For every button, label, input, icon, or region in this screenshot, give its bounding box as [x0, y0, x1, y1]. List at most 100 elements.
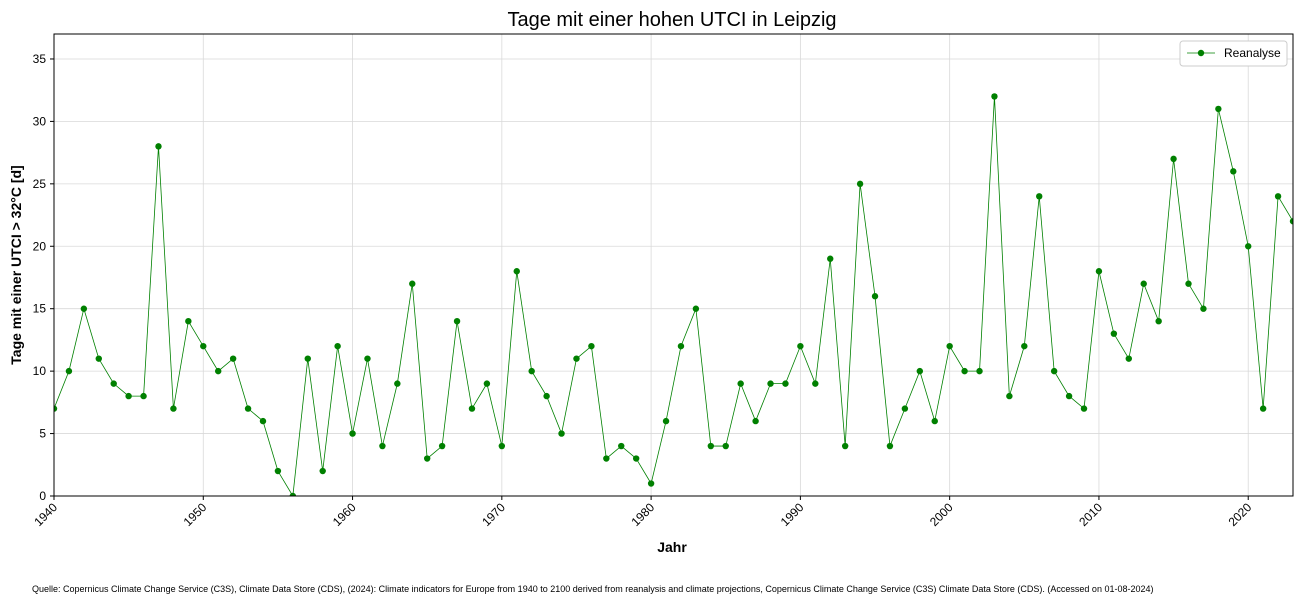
x-tick-label: 1980: [628, 500, 657, 529]
y-tick-label: 0: [39, 489, 46, 503]
y-tick-label: 20: [33, 239, 47, 253]
data-point: [409, 280, 416, 287]
data-point: [722, 442, 729, 450]
data-point: [1259, 405, 1267, 412]
data-point: [453, 317, 461, 325]
data-point: [1140, 280, 1147, 287]
legend-frame: [1179, 40, 1288, 67]
x-tick-label: 1940: [31, 500, 60, 529]
data-point: [812, 380, 819, 387]
data-point: [841, 442, 849, 450]
data-point: [827, 255, 834, 262]
data-point: [1245, 243, 1252, 250]
x-tick-label: 1950: [181, 500, 210, 529]
grid-lines: [54, 34, 1293, 496]
data-point: [125, 392, 132, 400]
data-point: [737, 380, 744, 387]
y-axis-label: Tage mit einer UTCI > 32°C [d]: [8, 165, 24, 364]
x-tick-label: 2000: [927, 500, 956, 529]
series-layer: [54, 93, 1293, 496]
data-point: [558, 430, 565, 437]
data-point: [797, 342, 804, 350]
data-point: [573, 355, 580, 362]
data-point: [438, 442, 446, 450]
data-point: [856, 180, 864, 188]
data-point: [543, 392, 550, 400]
data-point: [916, 367, 924, 375]
data-point: [394, 380, 401, 387]
data-point: [304, 355, 311, 362]
data-point: [1230, 168, 1237, 175]
data-point: [931, 417, 938, 425]
data-point: [1215, 105, 1222, 113]
data-point: [961, 367, 968, 375]
data-point: [274, 467, 282, 475]
data-point: [513, 268, 520, 275]
data-point: [707, 442, 715, 450]
data-point: [65, 367, 73, 375]
data-point: [364, 355, 371, 362]
data-point: [1170, 155, 1177, 163]
y-tick-label: 15: [33, 302, 47, 316]
axis-ticks: 0 5 10 15 20 25 30 35 1940 1950 1960 1970 1980 1990 20…: [31, 52, 1254, 529]
data-point: [379, 442, 386, 450]
plot-frame: [53, 33, 1294, 497]
data-point: [1125, 355, 1132, 362]
data-point: [528, 367, 535, 375]
data-point: [1080, 405, 1088, 412]
data-point: [991, 93, 998, 100]
chart-title: Tage mit einer hohen UTCI in Leipzig: [507, 9, 836, 31]
data-point: [752, 417, 759, 425]
series-line-reanalyse: [54, 96, 1293, 496]
data-point: [140, 392, 147, 400]
legend: Reanalyse: [1179, 40, 1288, 67]
data-point: [782, 380, 789, 387]
data-point: [1050, 367, 1058, 375]
x-tick-label: 2010: [1076, 500, 1105, 529]
data-point: [334, 342, 341, 350]
data-point: [80, 305, 88, 312]
data-point: [423, 455, 431, 462]
data-point: [1006, 392, 1013, 400]
data-point: [618, 442, 625, 450]
data-point: [692, 305, 700, 312]
y-tick-label: 10: [33, 364, 47, 378]
data-point: [215, 367, 222, 375]
x-tick-label: 2020: [1226, 500, 1255, 529]
data-point: [349, 430, 356, 437]
data-point: [1289, 218, 1293, 225]
data-point: [1155, 317, 1162, 325]
data-point: [588, 342, 595, 350]
data-point: [289, 492, 297, 496]
data-point: [483, 380, 491, 387]
data-point: [468, 405, 476, 412]
data-point: [259, 417, 267, 425]
data-point: [1021, 342, 1028, 350]
data-point: [946, 342, 953, 350]
data-point: [319, 467, 326, 475]
data-point: [647, 480, 655, 487]
data-point: [662, 417, 670, 425]
data-point: [244, 405, 252, 412]
data-point: [200, 342, 207, 350]
data-point: [185, 317, 192, 325]
data-point: [976, 367, 983, 375]
data-point: [1200, 305, 1207, 312]
data-point: [1110, 330, 1118, 337]
x-tick-label: 1960: [330, 500, 359, 529]
source-citation: Quelle: Copernicus Climate Change Servic…: [32, 584, 1154, 594]
data-point: [170, 405, 177, 412]
data-point: [54, 405, 58, 412]
data-point: [95, 355, 102, 362]
data-point: [155, 143, 162, 150]
legend-entry-label: Reanalyse: [1224, 46, 1281, 60]
data-point: [901, 405, 909, 412]
data-point: [498, 442, 506, 450]
data-point: [1095, 268, 1103, 275]
x-tick-label: 1970: [479, 500, 508, 529]
y-tick-label: 5: [39, 427, 46, 441]
x-axis-label: Jahr: [657, 539, 687, 555]
y-tick-label: 30: [33, 114, 47, 128]
legend-marker: [1197, 49, 1205, 57]
